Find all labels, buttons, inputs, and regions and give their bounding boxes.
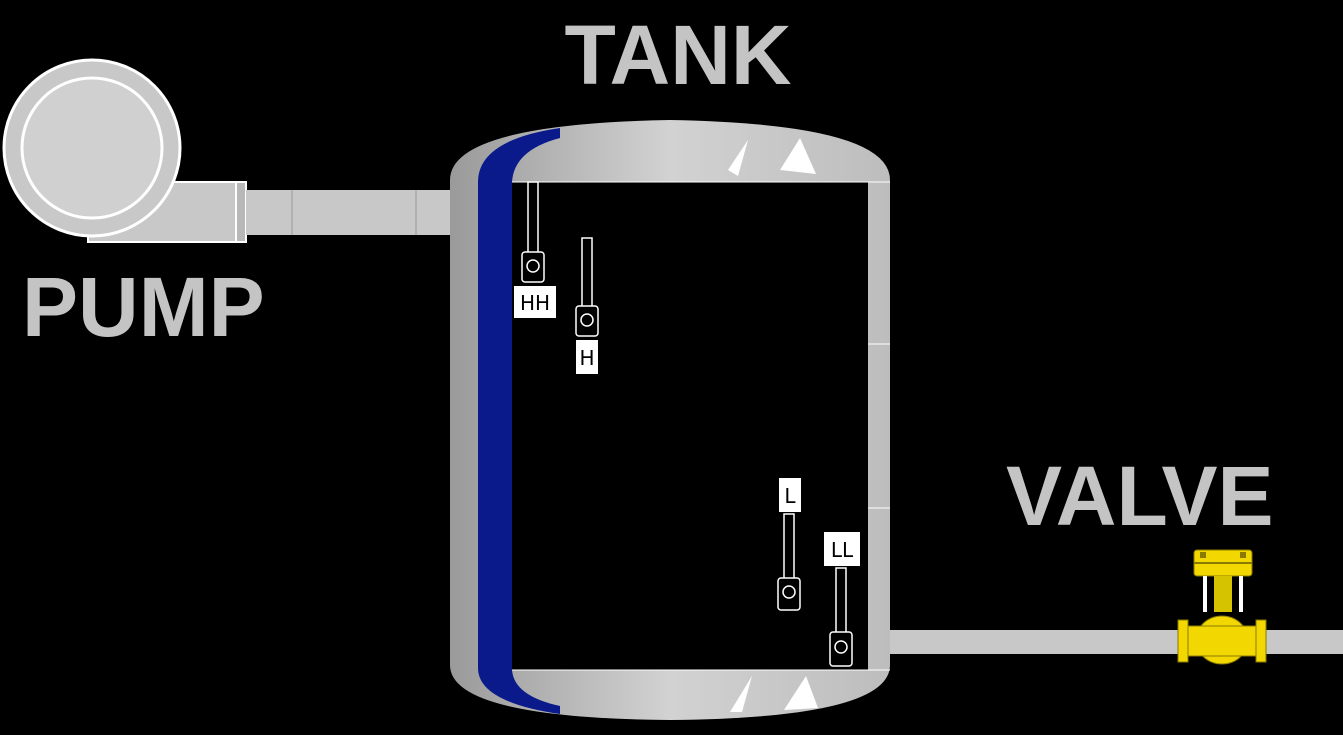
switch-hh-label: HH	[520, 291, 550, 315]
tank-icon[interactable]	[450, 120, 890, 720]
level-switch-h[interactable]: H	[575, 237, 599, 374]
switch-h-label: H	[579, 346, 594, 370]
switch-l-label: L	[784, 484, 796, 508]
pump-icon[interactable]	[2, 58, 247, 243]
pump-label: PUMP	[22, 260, 265, 354]
inlet-pipe	[246, 190, 451, 235]
outlet-pipe	[888, 630, 1343, 654]
level-switch-hh[interactable]: HH	[514, 181, 556, 318]
level-switch-ll[interactable]: LL	[824, 532, 860, 667]
level-switch-l[interactable]: L	[777, 478, 801, 611]
valve-label: VALVE	[1006, 449, 1274, 543]
switch-ll-label: LL	[831, 538, 854, 562]
valve-icon[interactable]	[1177, 549, 1267, 665]
tank-label: TANK	[564, 8, 791, 102]
